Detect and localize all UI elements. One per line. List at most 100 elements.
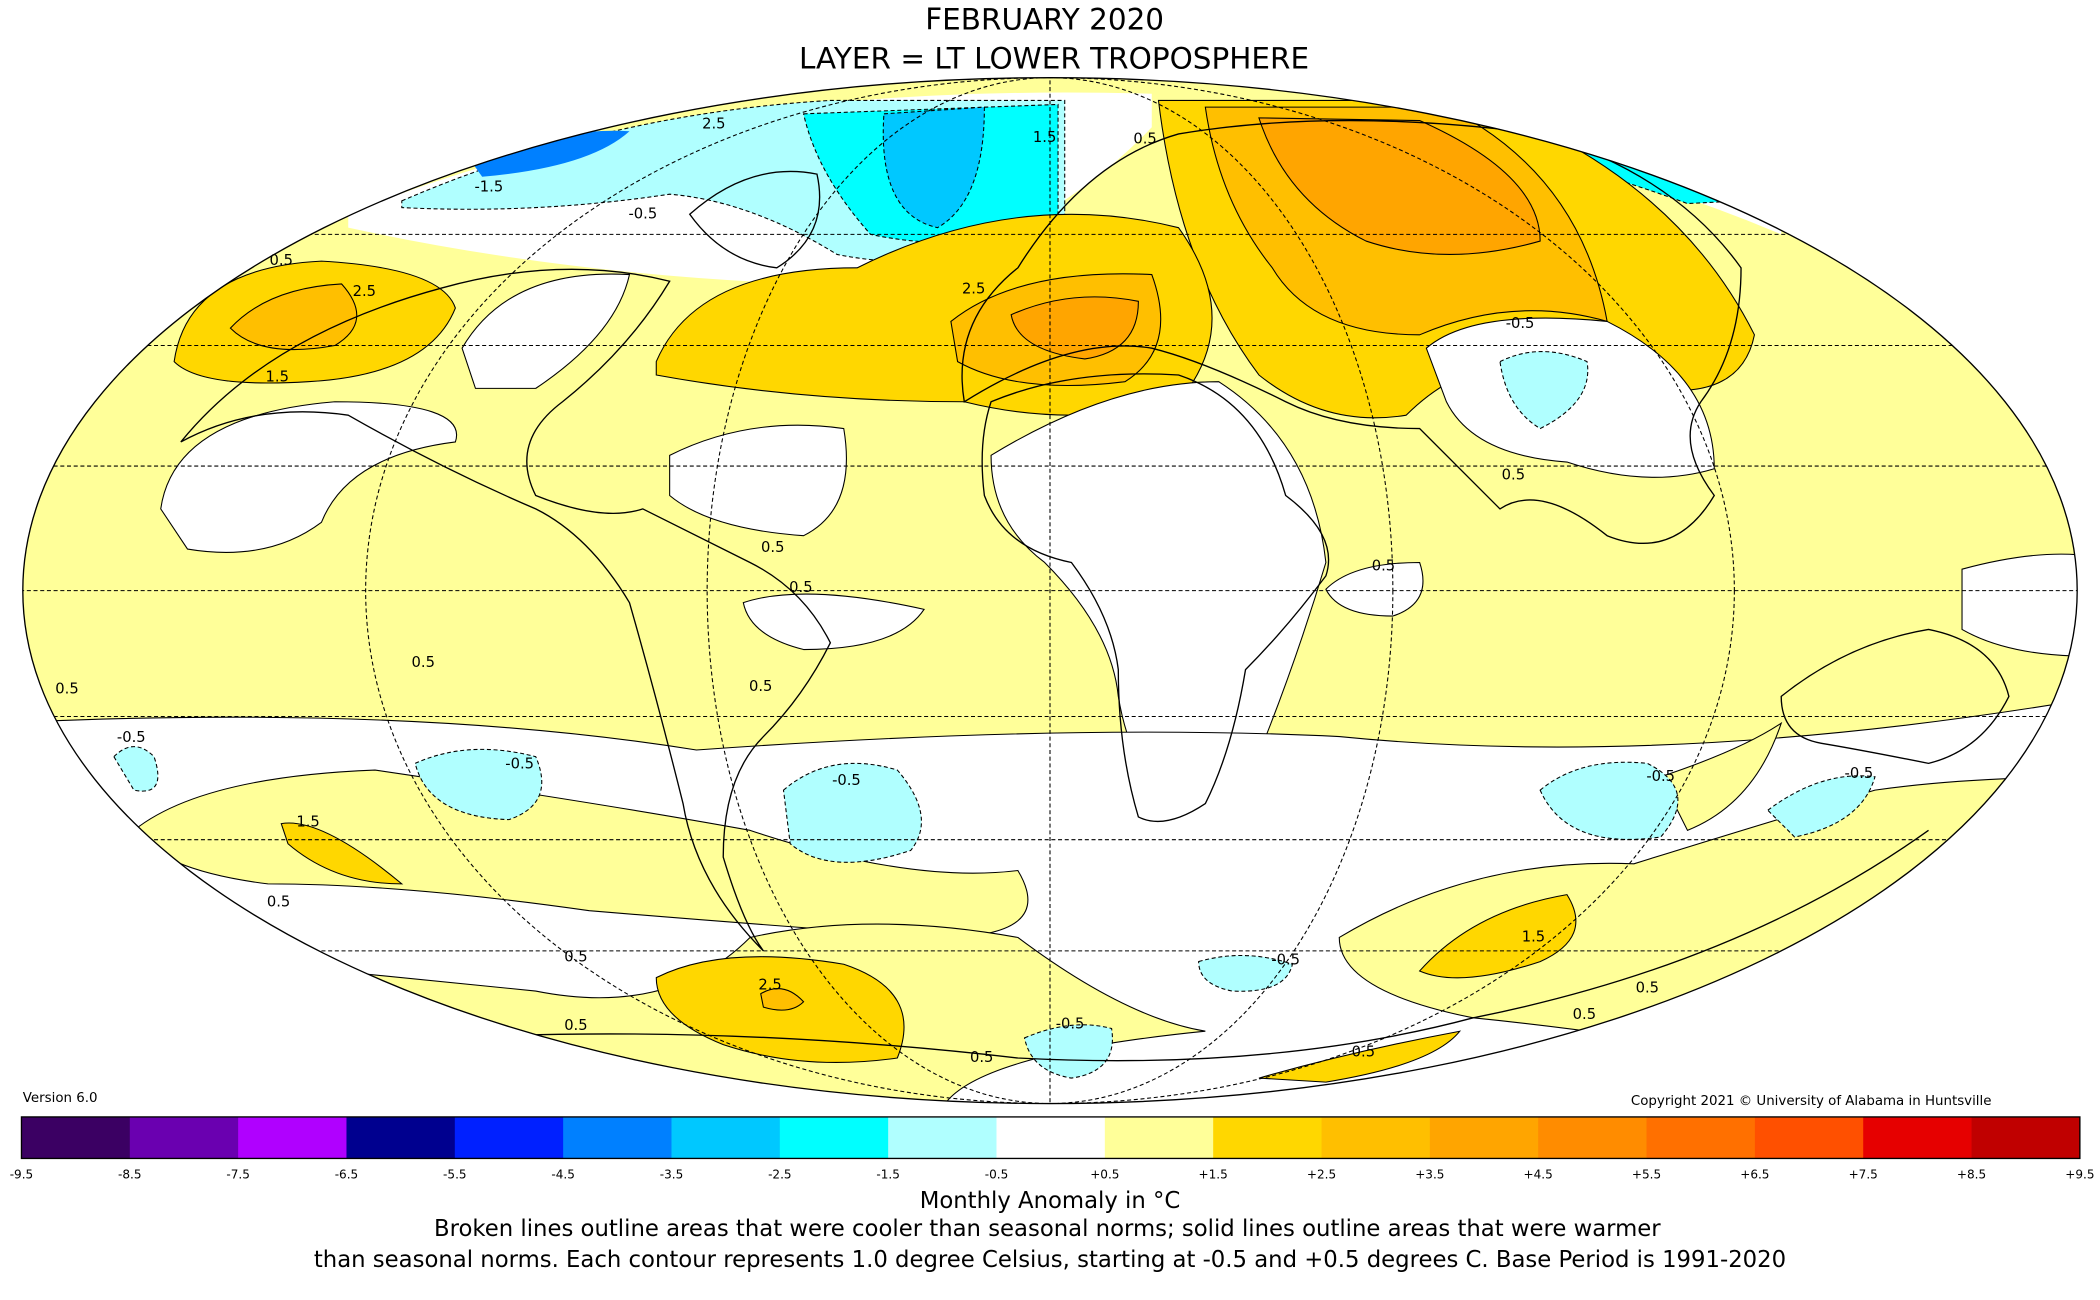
- contour-label: -0.5: [1056, 1016, 1085, 1033]
- warm-area: [1258, 1030, 1462, 1083]
- contour-label: -0.5: [1506, 315, 1535, 332]
- warm-area: [1418, 894, 1577, 979]
- neutral-area: [1325, 561, 1424, 617]
- colorbar-tick-label: -4.5: [551, 1168, 575, 1182]
- colorbar-tick-label: -1.5: [876, 1168, 900, 1182]
- contour-label: 0.5: [267, 894, 290, 911]
- title-line: FEBRUARY 2020: [925, 2, 1164, 36]
- colorbar: -9.5 -8.5 -7.5 -6.5 -5.5 -4.5 -3.5 -2.5 -1.5 -0.5…: [10, 1116, 2095, 1182]
- globe-outline: [22, 77, 2078, 1105]
- contour-label: -0.5: [1845, 765, 1874, 782]
- colorbar-tick-label: +1.5: [1199, 1168, 1228, 1182]
- coastline: [1780, 628, 2010, 765]
- colorbar-swatch: [238, 1116, 347, 1159]
- colorbar-frame: [20, 1116, 2081, 1160]
- colorbar-swatch: [21, 1116, 131, 1159]
- colorbar-swatch: [671, 1116, 781, 1159]
- colorbar-label: Monthly Anomaly in °C: [920, 1188, 1181, 1214]
- neutral-area: [1961, 553, 2078, 657]
- contour-labels: 2.5 1.5 0.5 -1.5 -0.5 0.5 2.5 1.5 2.5 -0.5 0.5 0.5 0…: [55, 116, 1873, 1066]
- colorbar-tick-label: -3.5: [660, 1168, 684, 1182]
- colorbar-tick-label: +4.5: [1524, 1168, 1553, 1182]
- contour-label: 0.5: [749, 678, 772, 695]
- caption-line: than seasonal norms. Each contour repres…: [314, 1247, 1786, 1273]
- colorbar-swatch: [1646, 1116, 1756, 1159]
- colorbar-tick-label: +7.5: [1849, 1168, 1878, 1182]
- contour-label: 0.5: [55, 681, 78, 698]
- contour-label: -0.5: [505, 756, 534, 773]
- coastline: [688, 170, 821, 269]
- warm-area: [133, 769, 1029, 939]
- contour-label: -0.5: [117, 729, 146, 746]
- colorbar-tick-label: -2.5: [768, 1168, 792, 1182]
- cool-area: [1023, 1024, 1113, 1079]
- colorbar-tick-label: -9.5: [10, 1168, 34, 1182]
- coastline: [348, 829, 1929, 1062]
- cool-area: [1767, 775, 1876, 838]
- colorbar-swatch: [888, 1116, 997, 1159]
- colorbar-swatch: [454, 1116, 564, 1159]
- colorbar-swatch: [779, 1116, 889, 1159]
- coastline: [981, 373, 1330, 823]
- warm-area: [760, 988, 805, 1011]
- neutral-area: [669, 424, 847, 537]
- contour-label: 1.5: [1033, 129, 1056, 146]
- colorbar-tick-label: -5.5: [443, 1168, 467, 1182]
- warm-area: [1659, 721, 1783, 832]
- colorbar-tick-label: +8.5: [1957, 1168, 1986, 1182]
- anomaly-field: [22, 77, 2078, 1104]
- colorbar-swatch: [996, 1116, 1106, 1159]
- colorbar-tick-label: +5.5: [1632, 1168, 1661, 1182]
- contour-label: 1.5: [1522, 928, 1545, 945]
- copyright: Copyright 2021 © University of Alabama i…: [1631, 1094, 1992, 1109]
- contour-label: 0.5: [1352, 1044, 1375, 1061]
- contour-label: -0.5: [1646, 768, 1675, 785]
- contour-label: -0.5: [629, 205, 658, 222]
- contour-label: -1.5: [474, 179, 503, 196]
- colorbar-tick-label: -0.5: [985, 1168, 1009, 1182]
- contour-label: 0.5: [761, 539, 784, 556]
- cool-area: [1198, 955, 1294, 992]
- colorbar-swatch: [1213, 1116, 1322, 1159]
- cool-area: [1499, 351, 1589, 430]
- colorbar-swatch: [1538, 1116, 1647, 1159]
- graticule: [22, 77, 2078, 1104]
- cool-area: [414, 748, 543, 821]
- contour-label: 1.5: [296, 813, 319, 830]
- colorbar-tick-label: +0.5: [1090, 1168, 1119, 1182]
- colorbar-swatch: [1321, 1116, 1431, 1159]
- contour-label: 0.5: [1636, 979, 1659, 996]
- colorbar-swatch: [1863, 1116, 1972, 1159]
- colorbar-tick-label: -6.5: [335, 1168, 359, 1182]
- contour-label: 0.5: [412, 654, 435, 671]
- neutral-area: [742, 593, 925, 651]
- neutral-area: [461, 273, 631, 389]
- contour-label: 2.5: [702, 116, 725, 133]
- title-line: LAYER = LT LOWER TROPOSPHERE: [799, 41, 1309, 75]
- caption-line: Broken lines outline areas that were coo…: [434, 1216, 1661, 1242]
- cool-area: [468, 130, 630, 177]
- colorbar-tick-label: +3.5: [1415, 1168, 1444, 1182]
- colorbar-tick-label: +6.5: [1740, 1168, 1769, 1182]
- version: Version 6.0: [23, 1091, 98, 1106]
- contour-label: 2.5: [353, 283, 376, 300]
- colorbar-swatch: [129, 1116, 239, 1159]
- contour-label: 1.5: [266, 369, 289, 386]
- colorbar-swatch: [1971, 1116, 2081, 1159]
- colorbar-swatch: [1429, 1116, 1539, 1159]
- contour-label: -0.5: [1271, 951, 1300, 968]
- contour-label: 0.5: [1573, 1006, 1596, 1023]
- colorbar-swatch: [1104, 1116, 1214, 1159]
- colorbar-swatch: [563, 1116, 672, 1159]
- contour-label: 0.5: [1372, 558, 1395, 575]
- colorbar-tick-label: +9.5: [2065, 1168, 2094, 1182]
- cool-area: [782, 762, 922, 863]
- warm-area: [1258, 117, 1541, 255]
- cool-area: [882, 106, 985, 229]
- contour-label: 2.5: [758, 977, 781, 994]
- colorbar-tick-label: -8.5: [118, 1168, 142, 1182]
- cool-area: [113, 746, 159, 792]
- neutral-area: [160, 401, 458, 553]
